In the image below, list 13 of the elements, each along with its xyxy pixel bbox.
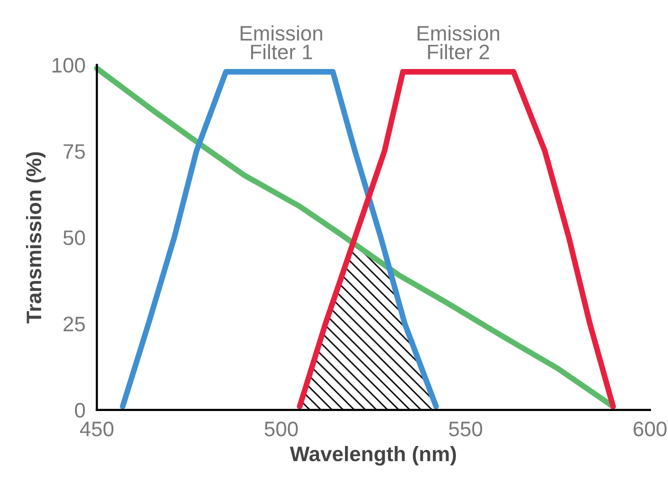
x-tick-label: 550 — [449, 422, 482, 436]
x-axis-title: Wavelength (nm) — [290, 446, 456, 466]
x-tick-label: 450 — [80, 422, 114, 436]
annotation: Emission Filter 2 — [418, 25, 500, 60]
x-tick-label: 600 — [634, 422, 667, 436]
y-tick-label: 100 — [52, 58, 85, 73]
y-axis-title: Transmission (%) — [26, 152, 46, 324]
y-tick-label: 75 — [64, 144, 85, 159]
y-tick-label: 25 — [64, 316, 85, 332]
y-tick-label: 0 — [74, 402, 85, 418]
annotation: Emission Filter 1 — [240, 25, 322, 60]
x-tick-label: 500 — [264, 422, 298, 436]
y-tick-label: 50 — [63, 230, 85, 246]
